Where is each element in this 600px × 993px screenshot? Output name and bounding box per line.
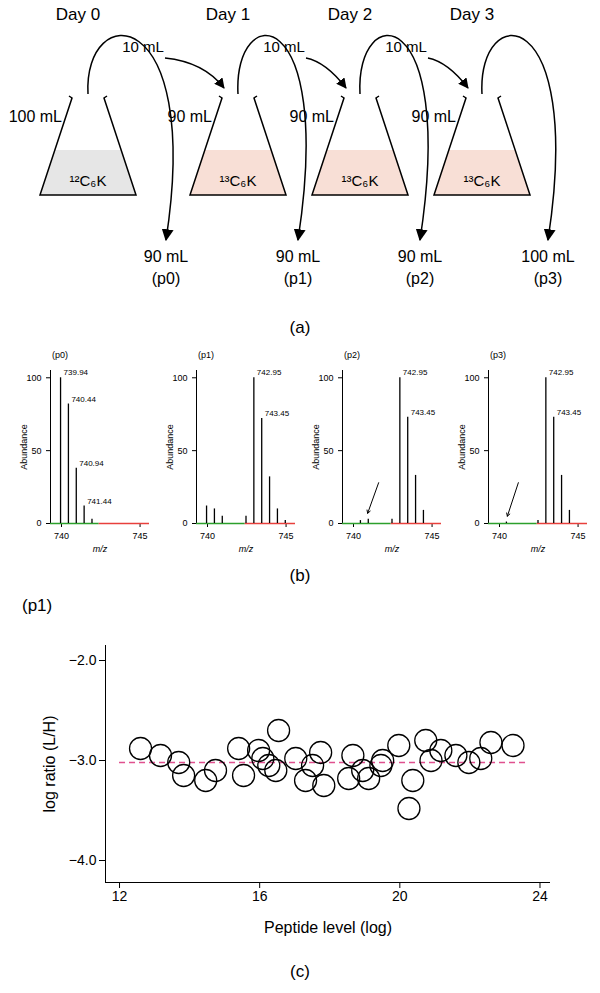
svg-text:100 mL: 100 mL: [9, 108, 62, 125]
svg-text:50: 50: [31, 446, 41, 456]
html-text:(a): (a): [289, 318, 311, 337]
html-text:(p2): (p2): [344, 350, 360, 360]
svg-text:100: 100: [464, 373, 479, 383]
svg-text:log ratio (L/H): log ratio (L/H): [41, 716, 58, 813]
svg-text:90 mL: 90 mL: [144, 248, 189, 265]
svg-text:Peptide level (log): Peptide level (log): [264, 919, 392, 936]
svg-text:745: 745: [425, 531, 440, 541]
html-text:(c): (c): [290, 962, 310, 981]
svg-text:742.95: 742.95: [257, 368, 282, 377]
svg-text:(p0): (p0): [152, 270, 180, 287]
svg-text:740: 740: [346, 531, 361, 541]
svg-text:Day 1: Day 1: [206, 5, 250, 24]
svg-text:¹²C₆K: ¹²C₆K: [70, 172, 107, 189]
svg-text:50: 50: [177, 446, 187, 456]
svg-text:0: 0: [474, 518, 479, 528]
svg-text:739.94: 739.94: [64, 368, 89, 377]
svg-text:−3.0: −3.0: [69, 752, 97, 768]
svg-text:745: 745: [279, 531, 294, 541]
svg-text:0: 0: [328, 518, 333, 528]
svg-text:m/z: m/z: [239, 544, 254, 554]
html-text:(p1): (p1): [22, 596, 53, 615]
svg-text:Day 2: Day 2: [328, 5, 372, 24]
svg-text:745: 745: [571, 531, 586, 541]
svg-text:10 mL: 10 mL: [385, 38, 427, 55]
svg-text:90 mL: 90 mL: [398, 248, 443, 265]
svg-text:−4.0: −4.0: [69, 852, 97, 868]
svg-text:740.94: 740.94: [79, 459, 104, 468]
svg-text:12: 12: [112, 888, 128, 904]
html-text:(p0): (p0): [52, 350, 68, 360]
svg-text:742.95: 742.95: [549, 368, 574, 377]
svg-text:0: 0: [36, 518, 41, 528]
svg-text:100: 100: [318, 373, 333, 383]
svg-text:m/z: m/z: [385, 544, 400, 554]
svg-text:743.45: 743.45: [265, 409, 290, 418]
svg-text:740.44: 740.44: [71, 395, 96, 404]
svg-text:16: 16: [252, 888, 268, 904]
svg-text:10 mL: 10 mL: [122, 38, 164, 55]
svg-text:743.45: 743.45: [557, 408, 582, 417]
svg-text:100: 100: [26, 373, 41, 383]
svg-text:Day 0: Day 0: [56, 5, 100, 24]
svg-text:¹³C₆K: ¹³C₆K: [342, 172, 379, 189]
svg-text:741.44: 741.44: [87, 497, 112, 506]
svg-text:¹³C₆K: ¹³C₆K: [220, 172, 257, 189]
svg-text:0: 0: [182, 518, 187, 528]
svg-text:20: 20: [392, 888, 408, 904]
svg-text:50: 50: [323, 446, 333, 456]
svg-text:100: 100: [172, 373, 187, 383]
svg-text:m/z: m/z: [531, 544, 546, 554]
svg-text:Day 3: Day 3: [450, 5, 494, 24]
svg-text:100 mL: 100 mL: [521, 248, 574, 265]
svg-text:740: 740: [492, 531, 507, 541]
svg-text:745: 745: [133, 531, 148, 541]
svg-text:Abundance: Abundance: [19, 424, 29, 470]
svg-text:743.45: 743.45: [411, 408, 436, 417]
svg-text:740: 740: [200, 531, 215, 541]
svg-text:90 mL: 90 mL: [276, 248, 321, 265]
svg-text:(p3): (p3): [534, 270, 562, 287]
svg-text:Abundance: Abundance: [457, 424, 467, 470]
svg-text:740: 740: [54, 531, 69, 541]
svg-text:Abundance: Abundance: [311, 424, 321, 470]
svg-text:Abundance: Abundance: [165, 424, 175, 470]
svg-text:(p1): (p1): [284, 270, 312, 287]
html-text:(p1): (p1): [198, 350, 214, 360]
svg-text:−2.0: −2.0: [69, 652, 97, 668]
html-text:(b): (b): [289, 566, 311, 585]
svg-text:¹³C₆K: ¹³C₆K: [464, 172, 501, 189]
svg-text:(p2): (p2): [406, 270, 434, 287]
html-text:(p3): (p3): [490, 350, 506, 360]
svg-text:10 mL: 10 mL: [263, 38, 305, 55]
svg-text:24: 24: [532, 888, 548, 904]
svg-text:90 mL: 90 mL: [168, 108, 213, 125]
svg-text:742.95: 742.95: [403, 368, 428, 377]
svg-text:90 mL: 90 mL: [290, 108, 335, 125]
svg-text:90 mL: 90 mL: [412, 108, 457, 125]
svg-text:50: 50: [469, 446, 479, 456]
svg-text:m/z: m/z: [93, 544, 108, 554]
